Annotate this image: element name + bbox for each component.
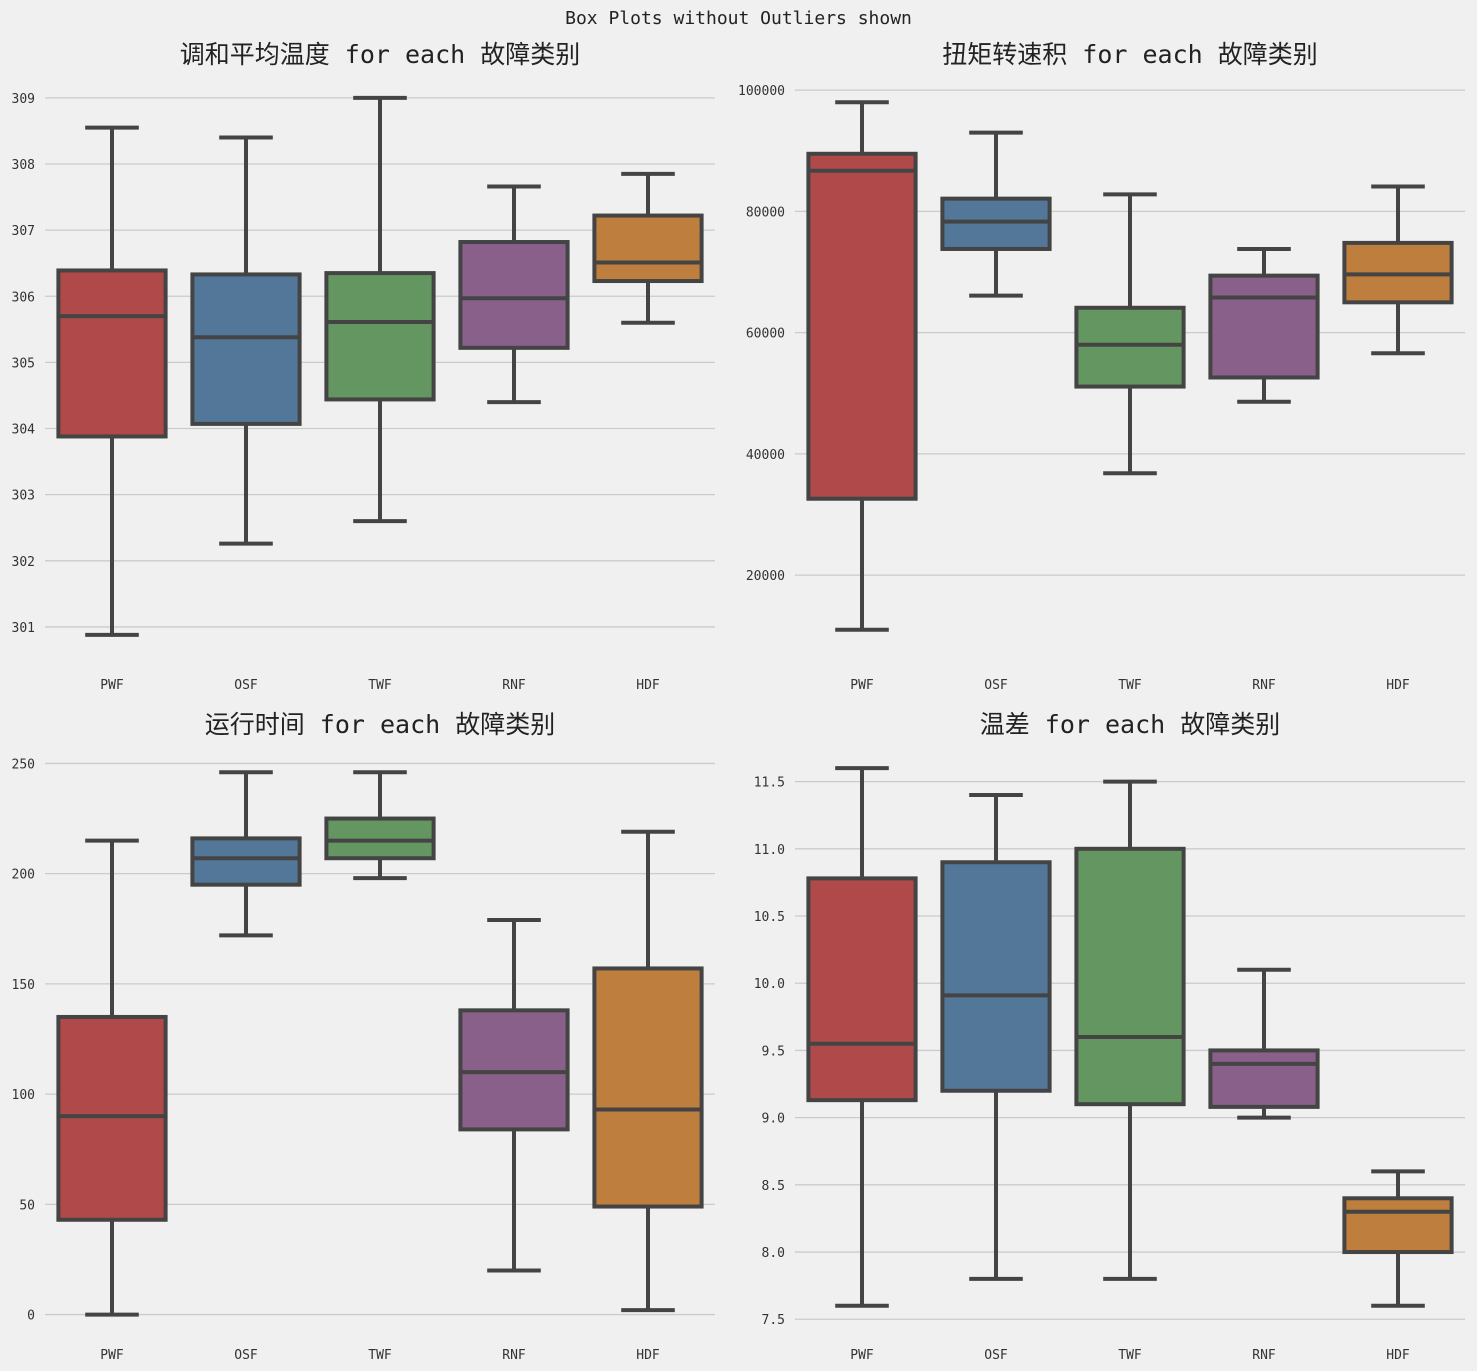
x-tick-label: HDF [636, 1348, 660, 1363]
y-tick-label: 20000 [746, 569, 785, 584]
y-tick-label: 8.5 [762, 1179, 785, 1194]
y-tick-label: 100 [12, 1088, 35, 1103]
box-body [324, 271, 436, 402]
x-tick-label: TWF [368, 678, 392, 693]
y-tick-label: 9.0 [762, 1112, 785, 1127]
box-body [324, 816, 436, 861]
x-tick-label: PWF [100, 678, 124, 693]
chart-title: 调和平均温度 for each 故障类别 [180, 40, 581, 69]
chart-panel-4: 7.5 8.0 8.5 9.0 9.5 10.0 10.5 11.0 11.5 温差 for ea… [754, 710, 1465, 1363]
y-tick-label: 40000 [746, 448, 785, 463]
y-tick-label: 10.0 [754, 977, 785, 992]
x-tick-label: OSF [984, 678, 1008, 693]
x-tick-label: TWF [368, 1348, 392, 1363]
box-body [1208, 1048, 1320, 1109]
box-hdf [1342, 184, 1454, 356]
box-pwf [56, 838, 168, 1317]
box-body [56, 268, 168, 439]
y-tick-label: 304 [12, 423, 36, 438]
chart-panel-1: 301 302 303 304 305 306 307 308 309 调和平均温度 for ea… [12, 40, 715, 693]
x-tick-label: HDF [1386, 678, 1410, 693]
box-pwf [56, 125, 168, 637]
y-tick-label: 8.0 [762, 1246, 785, 1261]
y-tick-label: 9.5 [762, 1044, 785, 1059]
chart-title: 运行时间 for each 故障类别 [205, 710, 556, 739]
box-body [458, 240, 570, 350]
box-body [56, 1014, 168, 1222]
box-body [1074, 305, 1186, 389]
x-tick-label: RNF [1252, 1348, 1276, 1363]
y-tick-label: 250 [12, 757, 35, 772]
y-tick-label: 11.0 [754, 843, 785, 858]
box-hdf [592, 171, 704, 325]
x-tick-label: HDF [636, 678, 660, 693]
box-osf [940, 130, 1052, 298]
box-osf [190, 135, 302, 546]
y-tick-label: 80000 [746, 205, 785, 220]
y-tick-label: 0 [27, 1309, 35, 1324]
box-body [190, 836, 302, 887]
box-body [940, 196, 1052, 251]
box-pwf [806, 766, 918, 1308]
figure-suptitle: Box Plots without Outliers shown [565, 8, 912, 29]
y-tick-label: 11.5 [754, 776, 785, 791]
box-body [940, 860, 1052, 1093]
box-pwf [806, 100, 918, 632]
x-tick-label: RNF [502, 678, 526, 693]
x-tick-label: HDF [1386, 1348, 1410, 1363]
box-hdf [1342, 1169, 1454, 1308]
x-tick-label: OSF [234, 678, 258, 693]
y-tick-label: 60000 [746, 327, 785, 342]
box-body [1074, 846, 1186, 1107]
box-body [190, 272, 302, 426]
box-twf [324, 770, 436, 881]
y-tick-label: 305 [12, 356, 35, 371]
x-tick-label: PWF [100, 1348, 124, 1363]
box-body [592, 966, 704, 1209]
x-tick-label: TWF [1118, 678, 1142, 693]
y-tick-label: 200 [12, 868, 35, 883]
x-tick-label: PWF [850, 678, 874, 693]
box-rnf [458, 184, 570, 405]
box-body [592, 213, 704, 284]
y-tick-label: 50 [19, 1198, 35, 1213]
y-tick-label: 306 [12, 290, 35, 305]
box-twf [324, 95, 436, 524]
box-rnf [1208, 246, 1320, 404]
y-tick-label: 308 [12, 158, 35, 173]
box-rnf [458, 917, 570, 1273]
box-body [806, 151, 918, 501]
chart-panel-3: 0 50 100 150 200 250 运行时间 for each 故障类别 PWF OSF T… [12, 710, 715, 1363]
box-body [458, 1008, 570, 1132]
y-tick-label: 307 [12, 224, 35, 239]
box-twf [1074, 779, 1186, 1281]
y-tick-label: 309 [12, 92, 35, 107]
y-tick-label: 7.5 [762, 1313, 785, 1328]
y-tick-label: 100000 [738, 84, 785, 99]
y-tick-label: 10.5 [754, 910, 785, 925]
y-tick-label: 150 [12, 978, 35, 993]
box-body [1208, 273, 1320, 380]
y-tick-label: 302 [12, 555, 35, 570]
box-osf [940, 793, 1052, 1281]
box-body [1342, 1196, 1454, 1255]
y-tick-label: 301 [12, 621, 35, 636]
x-tick-label: PWF [850, 1348, 874, 1363]
x-tick-label: RNF [1252, 678, 1276, 693]
box-osf [190, 770, 302, 938]
x-tick-label: OSF [234, 1348, 258, 1363]
chart-panel-2: 20000 40000 60000 80000 100000 扭矩转速积 for each… [738, 40, 1465, 693]
x-tick-label: OSF [984, 1348, 1008, 1363]
chart-title: 温差 for each 故障类别 [980, 710, 1281, 739]
x-tick-label: RNF [502, 1348, 526, 1363]
box-twf [1074, 192, 1186, 476]
box-rnf [1208, 967, 1320, 1120]
box-body [806, 876, 918, 1103]
x-tick-label: TWF [1118, 1348, 1142, 1363]
chart-title: 扭矩转速积 for each 故障类别 [942, 40, 1318, 69]
y-tick-label: 303 [12, 489, 35, 504]
box-hdf [592, 829, 704, 1313]
